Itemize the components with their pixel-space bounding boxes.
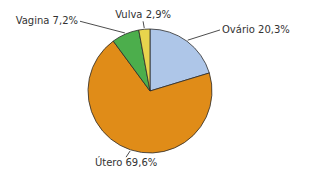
slice [139, 29, 150, 91]
leader-line [143, 21, 144, 28]
labels: Ovário 20,3% Útero 69,6% Vagina 7,2% Vulva … [16, 9, 290, 168]
slice-label: Útero 69,6% [95, 156, 157, 168]
leader-line [80, 21, 125, 33]
slice-label: Vulva 2,9% [115, 9, 171, 20]
pie [88, 29, 212, 153]
leader-line [188, 30, 220, 40]
slice-label: Vagina 7,2% [16, 15, 78, 26]
chart: Ovário 20,3% Útero 69,6% Vagina 7,2% Vulva … [0, 0, 309, 182]
slice-label: Ovário 20,3% [222, 24, 290, 35]
